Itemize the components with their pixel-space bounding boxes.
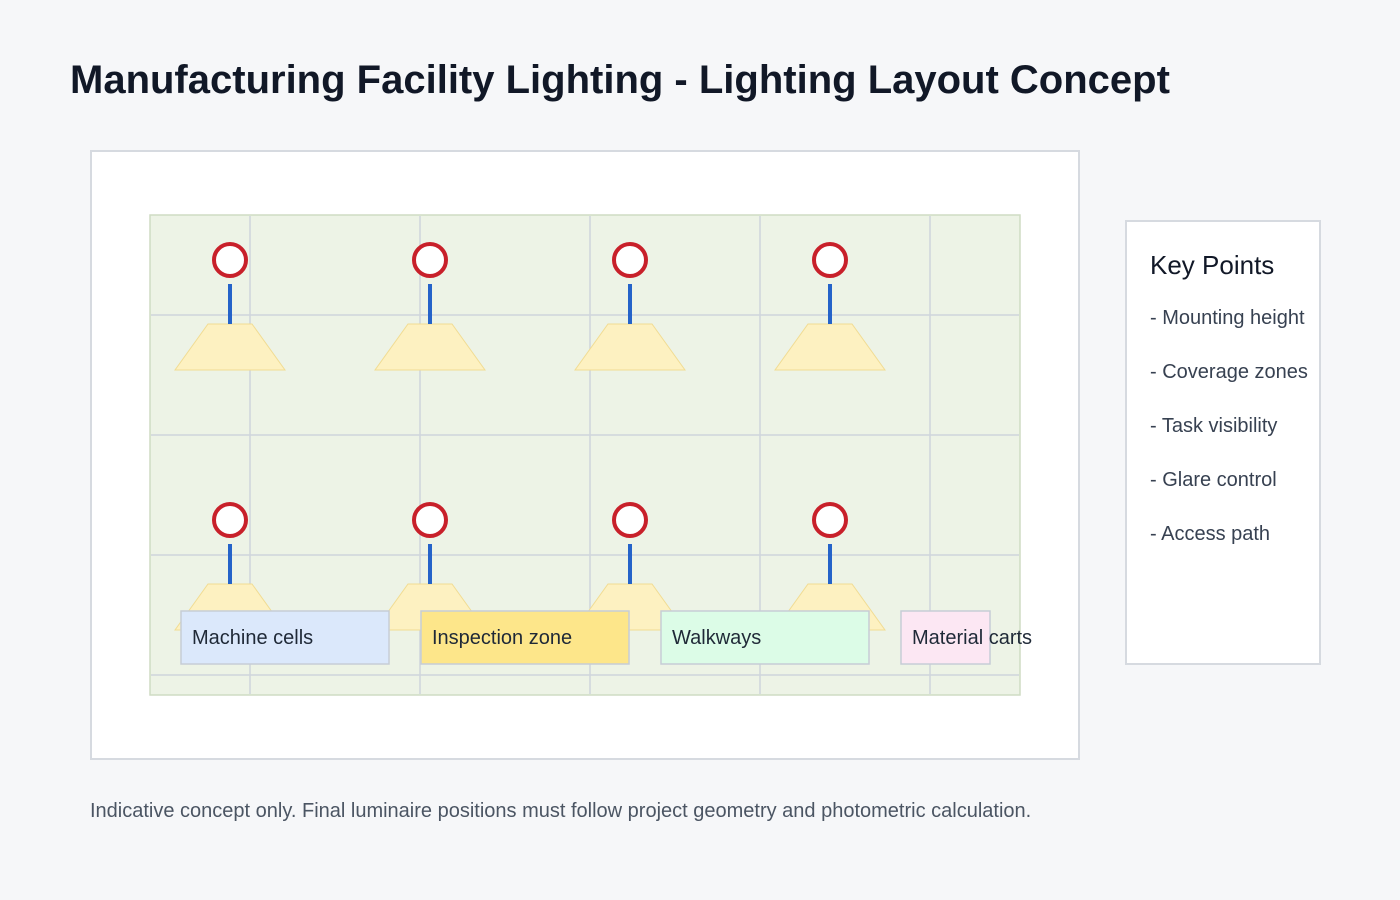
luminaire <box>574 242 686 371</box>
luminaire-ring <box>612 502 648 538</box>
footnote: Indicative concept only. Final luminaire… <box>90 800 1032 822</box>
luminaire-ring <box>812 242 848 278</box>
luminaire <box>174 242 286 371</box>
zone-inspection-swatch <box>420 610 630 665</box>
zone-machine-cells-label: Machine cells <box>192 627 313 649</box>
key-point-item: - Task visibility <box>1150 415 1277 437</box>
zone-walkways-swatch <box>660 610 870 665</box>
luminaire-ring <box>212 502 248 538</box>
key-points-box <box>1125 220 1321 665</box>
luminaire-layout <box>174 242 886 631</box>
luminaire-ring <box>612 242 648 278</box>
zone-walkways-label: Walkways <box>672 627 761 649</box>
zone-machine-cells-swatch <box>180 610 390 665</box>
key-point-item: - Mounting height <box>1150 307 1305 329</box>
key-points-heading: Key Points <box>1150 250 1274 280</box>
luminaire-ring <box>812 502 848 538</box>
key-points-panel: Key Points - Mounting height - Coverage … <box>1125 220 1321 665</box>
light-cone <box>174 323 286 371</box>
key-point-item: - Coverage zones <box>1150 361 1308 383</box>
zone-material-carts-swatch <box>900 610 991 665</box>
luminaire-ring <box>212 242 248 278</box>
luminaire <box>374 242 486 371</box>
zone-legend: Machine cells Inspection zone Walkways M… <box>180 610 1032 665</box>
luminaire-ring <box>412 502 448 538</box>
luminaire-ring <box>412 242 448 278</box>
zone-walkways: Walkways <box>660 610 870 665</box>
light-cone <box>374 323 486 371</box>
light-cone <box>574 323 686 371</box>
luminaire <box>774 242 886 371</box>
key-point-item: - Glare control <box>1150 469 1277 491</box>
light-cone <box>774 323 886 371</box>
zone-inspection: Inspection zone <box>420 610 630 665</box>
zone-material-carts-label: Material carts <box>912 627 1032 649</box>
zone-inspection-label: Inspection zone <box>432 627 572 649</box>
zone-material-carts: Material carts <box>900 610 1032 665</box>
page-title: Manufacturing Facility Lighting - Lighti… <box>70 58 1170 102</box>
zone-machine-cells: Machine cells <box>180 610 390 665</box>
key-point-item: - Access path <box>1150 523 1270 545</box>
